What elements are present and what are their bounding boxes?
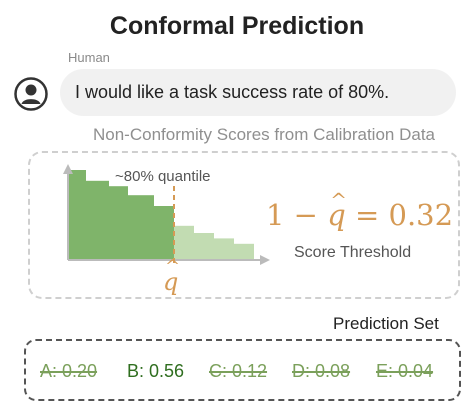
quantile-label: ~80% quantile [115, 168, 211, 185]
user-message-text: I would like a task success rate of 80%. [75, 82, 390, 102]
score-threshold-label: Score Threshold [294, 244, 412, 261]
histogram-bar [86, 180, 109, 260]
prediction-set-panel [24, 339, 461, 401]
q-hat-marker-label: q ^ [163, 256, 180, 296]
speaker-label: Human [68, 50, 110, 65]
option-a: A: 0.20 [40, 361, 98, 381]
histogram-bar [154, 206, 174, 260]
option-e: E: 0.04 [376, 361, 434, 381]
page-title: Conformal Prediction [109, 12, 365, 40]
histogram-bar [109, 186, 128, 260]
q-hat-q: q [163, 268, 179, 296]
user-avatar-icon [14, 77, 48, 111]
threshold-formula: 1 − q ^ = 0.32 [266, 188, 454, 232]
nonconformity-title: Non-Conformity Scores from Calibration D… [92, 125, 435, 144]
prediction-set-title: Prediction Set [333, 314, 439, 333]
formula-suffix: = 0.32 [345, 198, 454, 232]
user-message-bubble: I would like a task success rate of 80%. [60, 69, 456, 116]
option-c: C: 0.12 [209, 361, 268, 381]
histogram-bar [214, 238, 234, 260]
option-d: D: 0.08 [292, 361, 351, 381]
histogram-bar [194, 233, 214, 260]
histogram-bar [128, 195, 154, 260]
nonconformity-panel [28, 151, 460, 299]
x-axis-arrow [260, 255, 270, 265]
histogram-bar [68, 170, 86, 260]
formula-q-hat: q ^ [327, 188, 347, 232]
formula-hat: ^ [330, 188, 347, 212]
formula-q: q [327, 198, 346, 232]
histogram-bar [234, 243, 254, 260]
formula-prefix: 1 − [266, 198, 328, 232]
y-axis-arrow [63, 164, 73, 174]
option-b: B: 0.56 [127, 361, 185, 381]
q-hat-hat: ^ [165, 256, 181, 277]
histogram-bar [174, 225, 194, 260]
